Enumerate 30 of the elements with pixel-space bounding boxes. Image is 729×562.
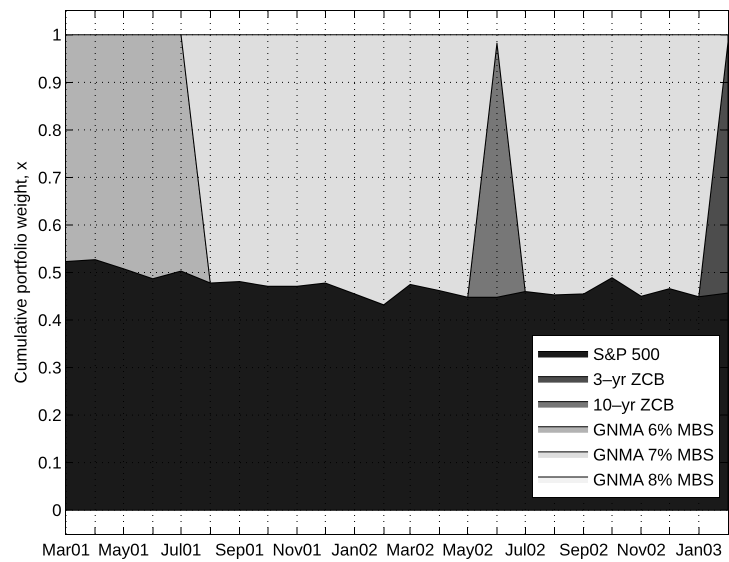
legend-label: 3–yr ZCB (593, 370, 665, 390)
x-tick-label: May02 (442, 540, 494, 560)
legend-label: GNMA 7% MBS (593, 445, 714, 464)
x-tick-label: Sep01 (214, 540, 264, 560)
y-tick-label: 0.7 (38, 168, 62, 188)
y-tick-label: 0.1 (38, 454, 62, 473)
x-tick-label: Jan02 (331, 540, 378, 560)
y-tick-label: 0.6 (38, 216, 62, 235)
legend-label: 10–yr ZCB (593, 395, 674, 414)
x-tick-label: Jul01 (160, 540, 202, 560)
y-tick-label: 0.3 (38, 358, 62, 378)
y-tick-label: 0 (52, 501, 62, 520)
x-tick-label: Jan03 (676, 540, 722, 560)
y-axis-title: Cumulative portfolio weight, x (12, 160, 31, 384)
x-tick-label: Sep02 (559, 540, 608, 560)
x-tick-label: Mar01 (42, 540, 90, 560)
legend-label: GNMA 8% MBS (593, 470, 714, 490)
y-tick-label: 1 (52, 26, 62, 45)
y-tick-label: 0.9 (38, 73, 62, 92)
legend-label: GNMA 6% MBS (593, 420, 714, 440)
y-tick-label: 0.4 (38, 311, 62, 330)
x-tick-label: May01 (98, 540, 150, 560)
x-tick-label: Nov02 (616, 540, 666, 560)
x-tick-label: Jul02 (504, 540, 546, 560)
legend-label: S&P 500 (593, 345, 660, 364)
y-tick-label: 0.2 (38, 406, 62, 426)
x-tick-label: Nov01 (272, 540, 322, 560)
y-tick-label: 0.8 (38, 120, 62, 140)
x-tick-label: Mar02 (386, 540, 434, 560)
y-tick-label: 0.5 (38, 263, 62, 282)
